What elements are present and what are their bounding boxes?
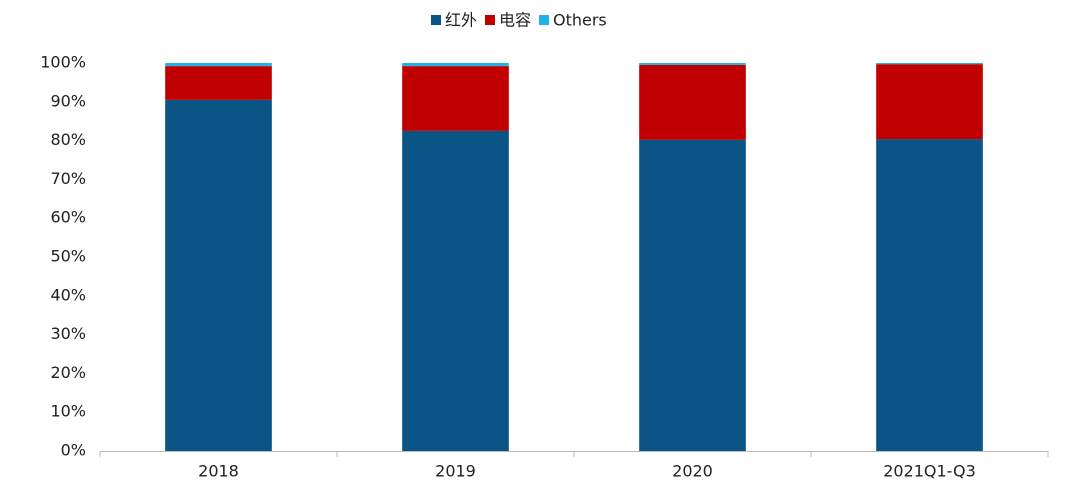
y-tick-label: 0% — [61, 441, 86, 460]
y-tick-label: 60% — [50, 208, 86, 227]
y-tick-label: 10% — [50, 402, 86, 421]
bar-segment — [639, 63, 746, 65]
bar-segment — [876, 64, 983, 140]
y-tick-label: 90% — [50, 91, 86, 110]
bar-segment — [402, 130, 509, 451]
x-tick-label: 2020 — [672, 462, 713, 481]
y-tick-label: 20% — [50, 363, 86, 382]
y-tick-label: 30% — [50, 324, 86, 343]
y-tick-label: 80% — [50, 130, 86, 149]
bar-segment — [639, 64, 746, 140]
bar-segment — [402, 63, 509, 67]
legend-label: Others — [553, 11, 607, 30]
bar-segment — [876, 63, 983, 65]
bar-segment — [402, 66, 509, 131]
y-tick-label: 70% — [50, 169, 86, 188]
legend-marker — [485, 15, 495, 25]
x-tick-label: 2019 — [435, 462, 476, 481]
legend-marker — [539, 15, 549, 25]
bar-segment — [876, 139, 983, 451]
legend-label: 红外 — [445, 11, 477, 30]
bar-segment — [165, 66, 272, 100]
legend-label: 电容 — [499, 11, 531, 30]
y-tick-label: 100% — [40, 53, 86, 72]
bar-segment — [639, 139, 746, 451]
bar-segment — [165, 63, 272, 67]
x-tick-label: 2021Q1-Q3 — [883, 462, 976, 481]
bar-segment — [165, 99, 272, 452]
y-tick-label: 40% — [50, 285, 86, 304]
legend-marker — [431, 15, 441, 25]
x-tick-label: 2018 — [198, 462, 239, 481]
y-tick-label: 50% — [50, 247, 86, 266]
